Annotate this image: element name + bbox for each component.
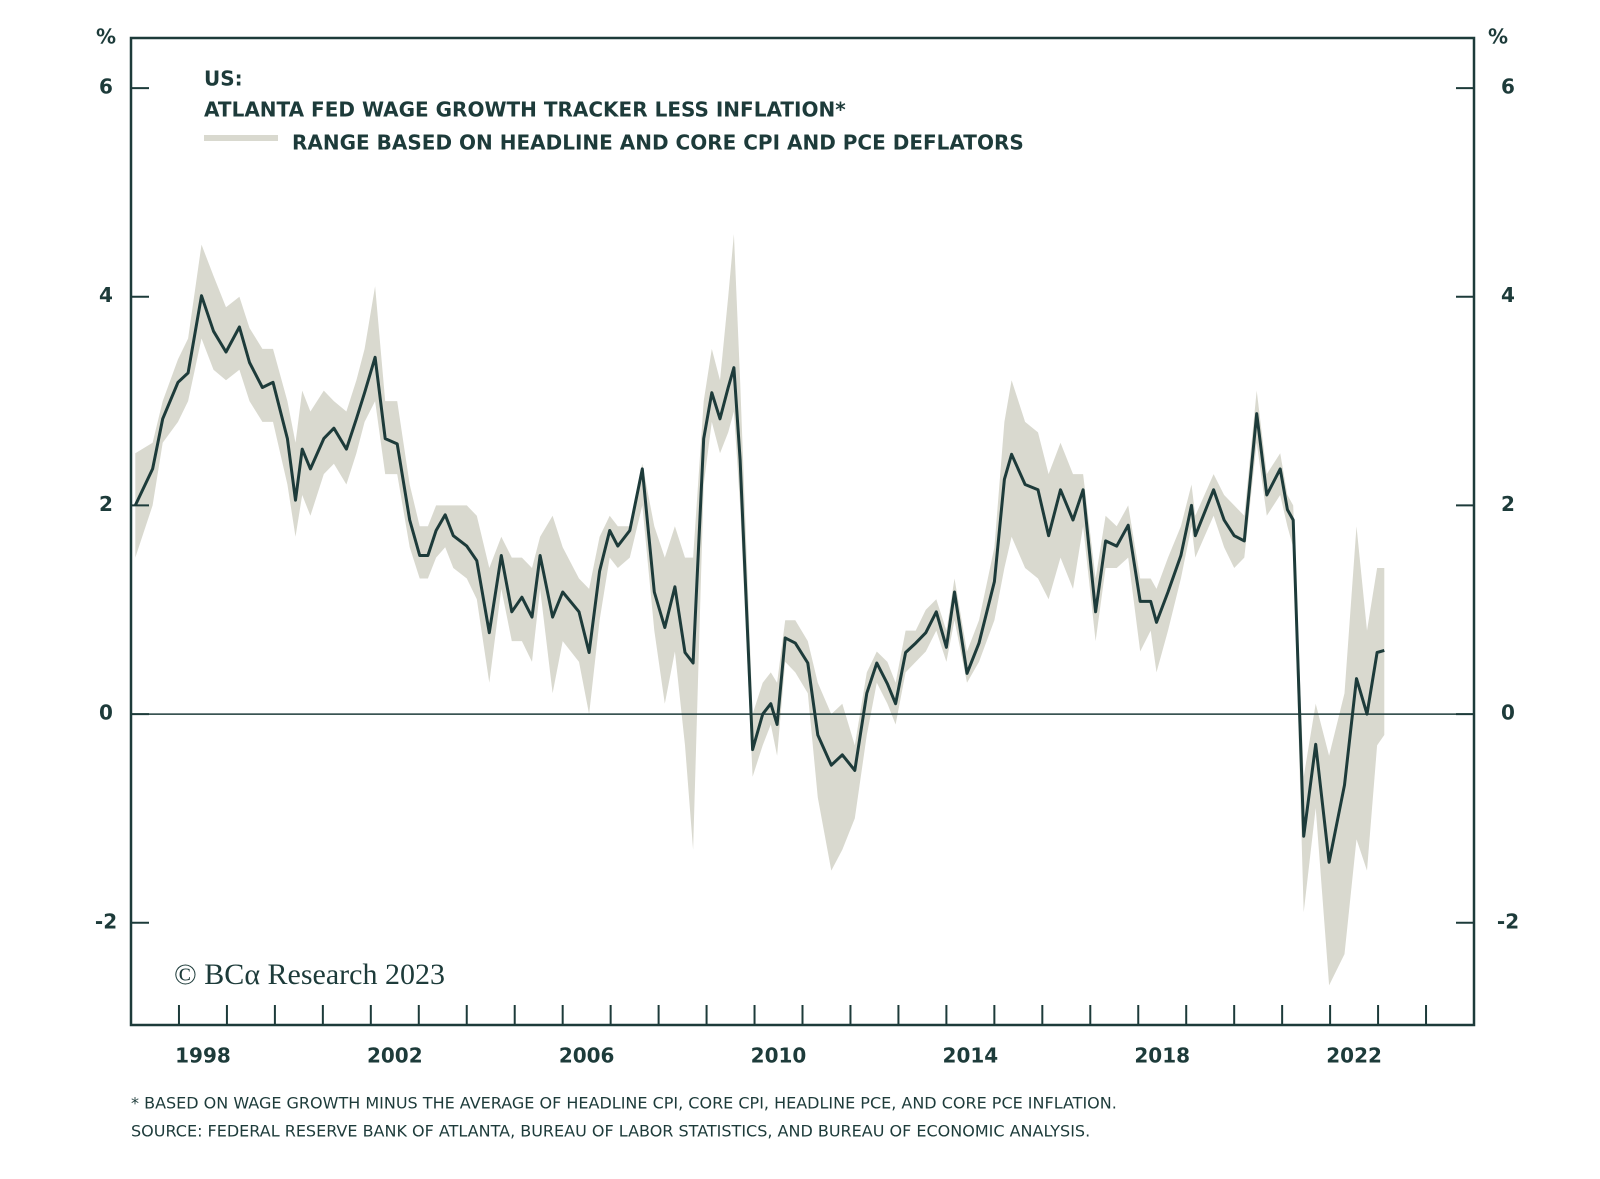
series-line: [133, 294, 1385, 864]
footnote: SOURCE: FEDERAL RESERVE BANK OF ATLANTA,…: [131, 1122, 1090, 1141]
x-tick-label: 1998: [175, 1044, 231, 1068]
x-tick-label: 2006: [559, 1044, 615, 1068]
y-tick-label: 6: [99, 75, 113, 99]
legend-label: RANGE BASED ON HEADLINE AND CORE CPI AND…: [292, 131, 1024, 155]
y2-tick-label: 0: [1501, 701, 1515, 725]
footnote: * BASED ON WAGE GROWTH MINUS THE AVERAGE…: [131, 1094, 1117, 1113]
y-tick-label: 2: [99, 492, 113, 516]
x-tick-label: 2010: [751, 1044, 807, 1068]
y-axis-label: %: [96, 25, 116, 49]
plot-frame: [129, 36, 1476, 1027]
y-tick-label: 4: [99, 283, 113, 307]
y2-tick-label: -2: [1497, 909, 1519, 933]
annotation: © BCα Research 2023: [174, 958, 445, 991]
y2-tick-label: 2: [1501, 492, 1515, 516]
x-tick-label: 2002: [367, 1044, 423, 1068]
y2-tick-label: 6: [1501, 75, 1515, 99]
y2-axis-label: %: [1488, 25, 1508, 49]
legend-title: US:: [204, 67, 243, 91]
x-tick-label: 2018: [1134, 1044, 1190, 1068]
x-tick-label: 2022: [1326, 1044, 1382, 1068]
legend-label: ATLANTA FED WAGE GROWTH TRACKER LESS INF…: [204, 98, 846, 122]
y-tick-label: -2: [95, 909, 117, 933]
y-tick-label: 0: [99, 701, 113, 725]
x-tick-label: 2014: [943, 1044, 999, 1068]
range-band: [135, 234, 1385, 986]
y2-tick-label: 4: [1501, 283, 1515, 307]
